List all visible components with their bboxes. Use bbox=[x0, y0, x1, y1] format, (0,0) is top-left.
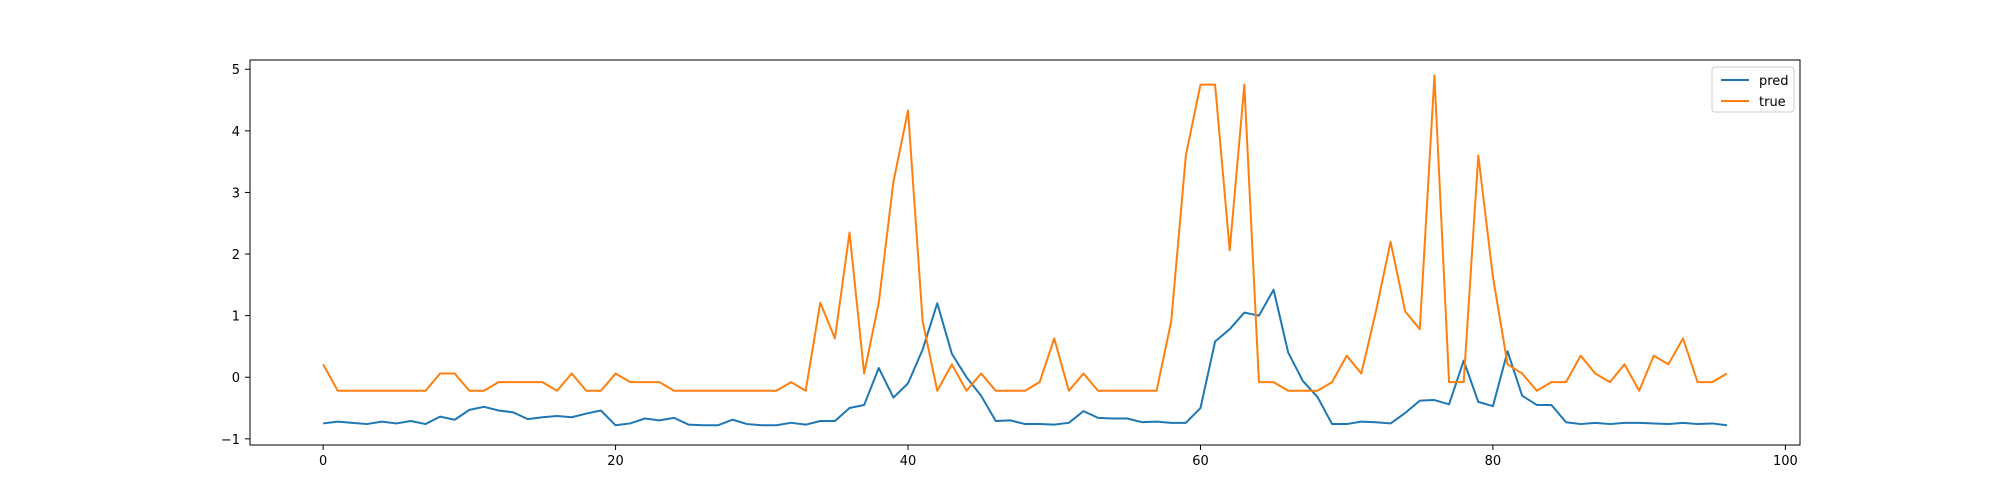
x-tick-label: 20 bbox=[607, 454, 624, 469]
x-axis: 0 20 40 60 80 100 bbox=[319, 445, 1798, 469]
y-tick-label: 4 bbox=[232, 125, 240, 140]
x-tick-label: 0 bbox=[319, 454, 327, 469]
y-tick-label: 1 bbox=[232, 310, 240, 325]
x-tick-label: 80 bbox=[1485, 454, 1502, 469]
legend: pred true bbox=[1711, 66, 1795, 113]
plot-frame bbox=[249, 59, 1801, 446]
x-tick-label: 60 bbox=[1192, 454, 1209, 469]
legend-label-true: true bbox=[1759, 95, 1786, 110]
y-tick-label: 2 bbox=[232, 248, 240, 263]
series-line-true bbox=[322, 74, 1728, 392]
series-line-pred bbox=[322, 288, 1728, 427]
y-tick-label: 5 bbox=[232, 63, 240, 78]
y-tick-label: 3 bbox=[232, 186, 240, 201]
x-tick-label: 100 bbox=[1773, 454, 1798, 469]
x-tick-label: 40 bbox=[900, 454, 917, 469]
legend-label-pred: pred bbox=[1759, 74, 1789, 89]
series-layer bbox=[322, 74, 1728, 427]
y-axis: −1 0 1 2 3 4 5 bbox=[221, 63, 250, 448]
y-tick-label: 0 bbox=[232, 371, 240, 386]
y-tick-label: −1 bbox=[221, 433, 240, 448]
